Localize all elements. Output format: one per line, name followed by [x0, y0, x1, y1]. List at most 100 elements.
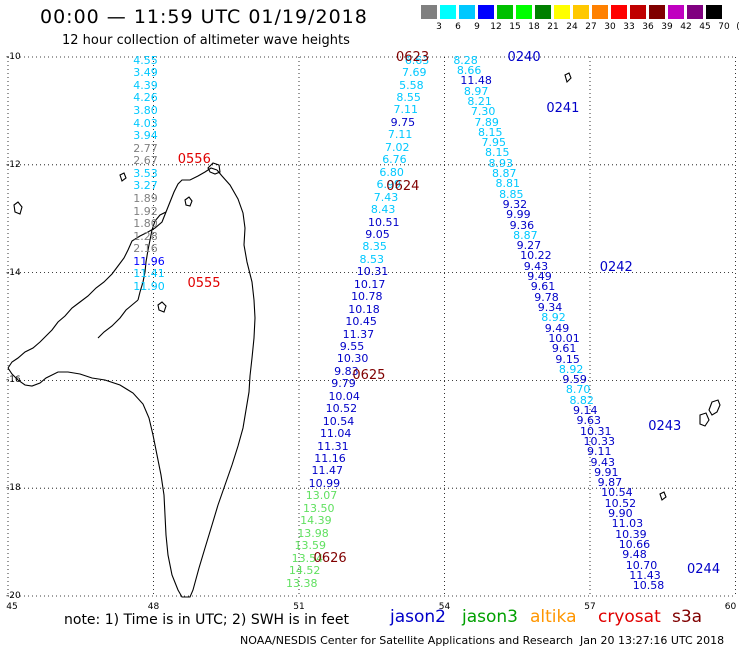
- colorbar-tick-label: 15: [509, 22, 521, 32]
- latitude-tick-label: -16: [6, 375, 21, 386]
- colorbar-swatch: [459, 5, 475, 19]
- pass-time-label: 0244: [687, 562, 721, 578]
- wave-height-value: 10.33: [583, 434, 616, 448]
- colorbar-swatch: [649, 5, 665, 19]
- longitude-tick-label: 54: [438, 602, 451, 612]
- pass-time-label: 0556: [177, 152, 211, 168]
- wave-height-value: 14.39: [300, 514, 332, 528]
- wave-height-value: 9.34: [537, 301, 563, 314]
- colorbar-tick-label: 39: [661, 22, 673, 32]
- wave-height-value: 10.22: [520, 249, 552, 263]
- wave-height-value: 9.83: [334, 364, 359, 378]
- colorbar-swatch: [421, 5, 437, 19]
- colorbar-tick-label: 45: [699, 22, 711, 32]
- colorbar-tick-label: 18: [528, 22, 540, 32]
- wave-height-value: 7.11: [393, 103, 419, 117]
- longitude-tick-label: 57: [584, 602, 596, 612]
- wave-height-value: 7.30: [470, 105, 496, 119]
- wave-height-value: 10.45: [345, 315, 377, 329]
- colorbar-swatch: [440, 5, 456, 19]
- wave-height-value: 13.98: [297, 526, 329, 540]
- wave-height-value: 11.48: [460, 74, 492, 88]
- wave-height-value: 9.87: [597, 476, 623, 490]
- wave-height-value: 1.92: [133, 204, 158, 218]
- colorbar-swatch: [668, 5, 684, 19]
- legend-altika: altika: [530, 607, 577, 627]
- pass-time-label: 0241: [546, 101, 580, 117]
- wave-height-value: 8.97: [463, 84, 489, 98]
- wave-height-value: 8.53: [359, 252, 385, 266]
- wave-height-value: 3.80: [133, 104, 158, 117]
- wave-height-value: 13.59: [294, 539, 326, 553]
- wave-height-value: 10.17: [353, 277, 386, 291]
- pass-time-label: 0243: [648, 419, 682, 435]
- latitude-tick-label: -14: [6, 267, 21, 278]
- wave-height-value: 8.82: [569, 393, 594, 407]
- wave-height-value: 10.39: [615, 527, 647, 541]
- wave-height-value: 7.11: [387, 128, 413, 142]
- wave-height-value: 8.15: [477, 125, 503, 139]
- wave-height-value: 6.63: [404, 53, 430, 67]
- pass-time-label: 0555: [187, 276, 221, 292]
- wave-height-value: 9.11: [587, 445, 612, 459]
- wave-height-value: 8.87: [492, 167, 517, 181]
- wave-height-value: 9.63: [576, 414, 601, 428]
- colorbar-tick-label: 9: [474, 22, 480, 32]
- wave-height-value: 3.94: [133, 129, 158, 143]
- wave-height-value: 8.28: [453, 53, 478, 67]
- longitude-tick-label: 45: [6, 602, 18, 612]
- wave-height-value: 8.35: [362, 240, 387, 254]
- wave-height-value: 7.95: [481, 136, 506, 150]
- wave-height-value: 7.02: [385, 140, 410, 154]
- wave-height-value: 8.70: [565, 383, 591, 397]
- wave-height-value: 9.91: [594, 465, 619, 479]
- colorbar-tick-label: 36: [642, 22, 654, 32]
- wave-height-value: 2.67: [133, 154, 158, 168]
- legend-s3a: s3a: [672, 607, 703, 627]
- pass-time-label: 0242: [599, 260, 633, 276]
- colorbar-swatch: [554, 5, 570, 19]
- wave-height-value: 11.43: [629, 568, 661, 582]
- wave-height-value: 11.47: [311, 464, 343, 478]
- colorbar-swatch: [630, 5, 646, 19]
- latitude-tick-label: -18: [6, 483, 21, 494]
- colorbar-swatch: [592, 5, 608, 19]
- wave-height-value: 9.43: [590, 455, 616, 469]
- colorbar-tick-label: 3: [436, 22, 442, 32]
- wave-height-value: 7.69: [401, 66, 427, 80]
- wave-height-value: 13.07: [305, 489, 338, 503]
- longitude-tick-label: 60: [724, 602, 737, 612]
- wave-height-value: 9.90: [608, 507, 633, 521]
- colorbar-tick-label: 6: [455, 22, 461, 32]
- wave-height-value: 10.52: [325, 402, 358, 416]
- legend-cryosat: cryosat: [598, 607, 661, 627]
- wave-height-value: 13.38: [286, 576, 318, 590]
- wave-height-value: 8.55: [396, 91, 421, 105]
- wave-height-value: 10.58: [632, 579, 665, 593]
- colorbar-tick-label: 70: [718, 22, 730, 32]
- wave-height-value: 2.16: [133, 242, 158, 256]
- wave-height-value: 4.55: [133, 53, 158, 67]
- wave-height-value: 8.21: [467, 94, 492, 108]
- wave-height-value: 13.54: [291, 551, 324, 565]
- wave-height-value: 9.75: [390, 115, 416, 129]
- wave-height-value: 11.04: [319, 427, 352, 441]
- latitude-tick-label: -12: [6, 159, 21, 170]
- wave-height-value: 11.90: [133, 280, 165, 294]
- wave-height-value: 2.77: [133, 141, 158, 155]
- pass-time-label: 0625: [352, 368, 386, 383]
- madagascar-coastline: [7, 72, 721, 598]
- wave-height-value: 6.76: [382, 153, 407, 167]
- wave-height-value: 1.89: [133, 192, 158, 206]
- colorbar-swatch: [497, 5, 513, 19]
- wave-height-value: 9.99: [506, 208, 531, 222]
- longitude-tick-label: 48: [147, 602, 160, 612]
- wave-height-value: 10.66: [618, 538, 651, 551]
- wave-height-value: 7.89: [474, 115, 499, 129]
- colorbar-tick-label: 12: [490, 22, 502, 32]
- colorbar-tick-label: 27: [585, 22, 597, 32]
- wave-height-value: 11.03: [611, 517, 644, 531]
- wave-height-value: 9.32: [502, 197, 528, 211]
- colorbar-swatch: [478, 5, 494, 19]
- footer-note: note: 1) Time is in UTC; 2) SWH is in fe…: [64, 612, 350, 628]
